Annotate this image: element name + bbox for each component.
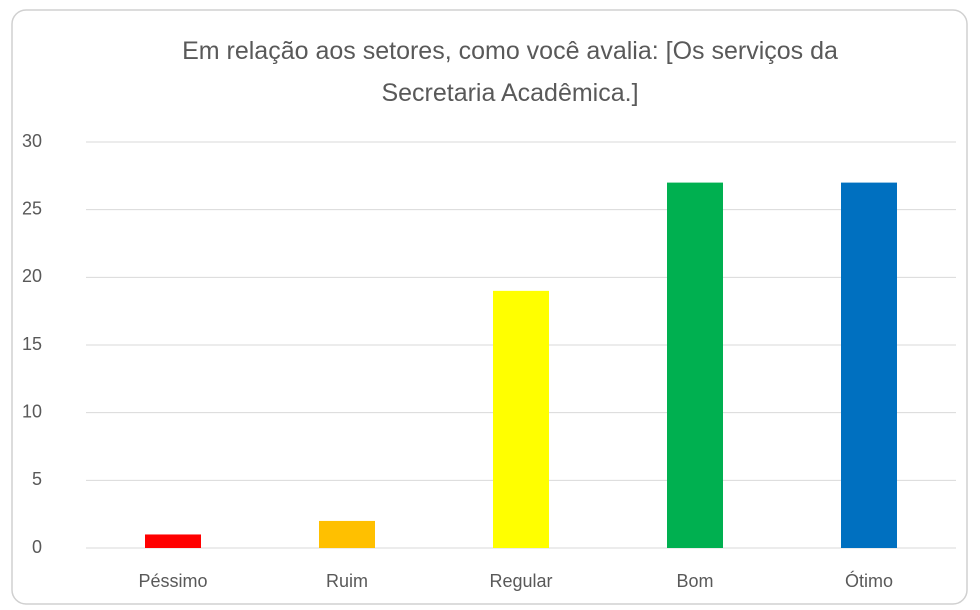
y-tick-label: 0 [32, 537, 42, 557]
bar [145, 534, 201, 548]
x-tick-label: Ótimo [845, 570, 893, 591]
x-tick-label: Péssimo [138, 571, 207, 591]
y-tick-label: 20 [22, 266, 42, 286]
bar [667, 182, 723, 548]
chart-frame [11, 9, 968, 605]
bar [841, 182, 897, 548]
x-tick-label: Bom [676, 571, 713, 591]
y-tick-label: 15 [22, 334, 42, 354]
x-tick-label: Ruim [326, 571, 368, 591]
y-tick-label: 5 [32, 469, 42, 489]
y-tick-label: 30 [22, 131, 42, 151]
chart-title: Em relação aos setores, como você avalia… [182, 37, 838, 107]
bar [319, 520, 375, 548]
bar [493, 290, 549, 548]
y-tick-label: 25 [22, 198, 42, 218]
x-tick-label: Regular [489, 571, 552, 591]
y-tick-label: 10 [22, 401, 42, 421]
